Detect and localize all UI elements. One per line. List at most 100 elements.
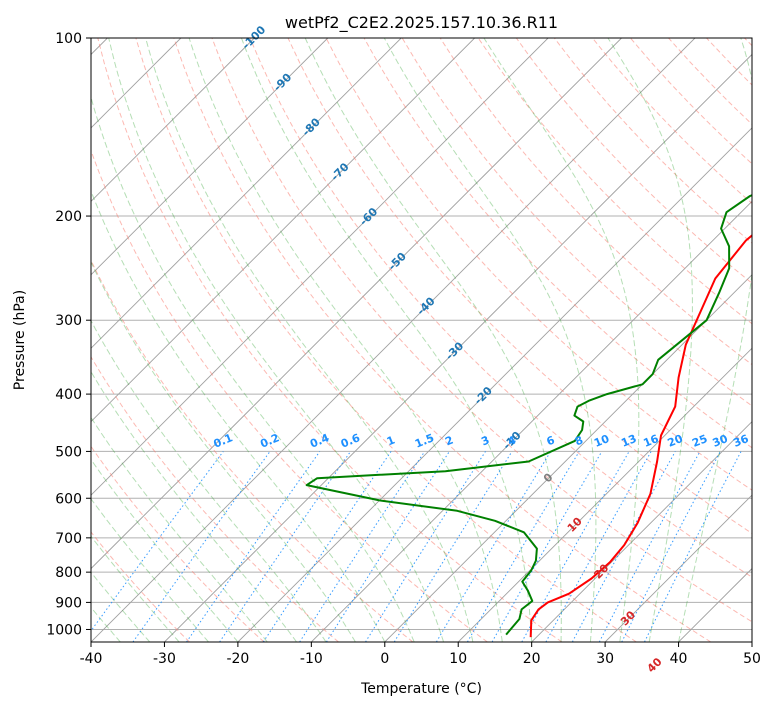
y-tick-label: 700 bbox=[55, 531, 82, 547]
grid-layer bbox=[91, 38, 752, 642]
moist-adiabat-line bbox=[91, 95, 415, 642]
profile-series bbox=[305, 194, 752, 638]
isotherm-line bbox=[604, 494, 752, 642]
dry-adiabat-line bbox=[91, 531, 190, 642]
isotherm-line bbox=[457, 347, 752, 642]
mixing-ratio-line bbox=[186, 451, 321, 642]
moist-adiabat-line bbox=[240, 38, 533, 642]
dry-adiabat-line bbox=[91, 445, 265, 642]
isotherm-line bbox=[91, 38, 329, 276]
chart-title: wetPf2_C2E2.2025.157.10.36.R11 bbox=[285, 13, 558, 33]
mixing-ratio-line bbox=[91, 451, 224, 632]
mixing-ratio-label: 36 bbox=[731, 432, 750, 450]
mixing-ratio-line bbox=[325, 451, 450, 642]
moist-adiabat-line bbox=[91, 370, 297, 642]
dry-adiabat-line bbox=[135, 38, 637, 642]
isotherm-line bbox=[91, 38, 549, 496]
plot-frame bbox=[90, 37, 753, 643]
mixing-ratio-label: 16 bbox=[641, 432, 660, 450]
mixing-ratio-line bbox=[132, 451, 271, 642]
dry-adiabat-line bbox=[325, 38, 752, 491]
x-tick-label: 10 bbox=[449, 651, 467, 667]
x-tick-label: -40 bbox=[80, 651, 103, 667]
x-tick-label: 0 bbox=[380, 651, 389, 667]
mixing-ratio-line bbox=[644, 451, 742, 642]
mixing-ratio-label: 8 bbox=[573, 433, 585, 448]
mixing-ratio-line bbox=[521, 451, 630, 642]
mixing-ratio-label: 20 bbox=[666, 432, 685, 450]
dry-adiabat-line bbox=[515, 38, 752, 284]
x-tick-label: 50 bbox=[743, 651, 761, 667]
dry-adiabat-line bbox=[477, 38, 752, 325]
moist-adiabat-line bbox=[483, 38, 640, 642]
y-tick-label: 600 bbox=[55, 491, 82, 507]
dry-adiabat-line bbox=[91, 355, 339, 642]
dry-adiabat-line bbox=[211, 38, 752, 623]
dry-adiabat-line bbox=[173, 38, 712, 642]
moist-adiabat-line bbox=[91, 416, 268, 642]
temperature-profile bbox=[529, 234, 752, 638]
y-tick-label: 900 bbox=[55, 595, 82, 611]
moist-adiabat-line bbox=[678, 38, 752, 642]
moist-adiabat-line bbox=[91, 458, 239, 642]
dry-adiabat-line bbox=[249, 38, 752, 578]
moist-adiabat-line bbox=[91, 571, 151, 642]
x-tick-label: -30 bbox=[153, 651, 176, 667]
mixing-ratio-line bbox=[393, 451, 513, 642]
mixing-ratio-line bbox=[545, 451, 652, 642]
dry-adiabat-line bbox=[401, 38, 752, 407]
x-axis-ticks: -40 -30 -20 -10 0 10 20 30 40 50 bbox=[80, 642, 761, 667]
moist-adiabat-line bbox=[304, 38, 562, 642]
mixing-ratio-labels: 0.1 0.2 0.4 0.6 1 1.5 2 3 4 6 8 10 13 16 20 25 30 36 bbox=[212, 431, 751, 451]
y-tick-label: 100 bbox=[55, 31, 82, 47]
mixing-ratio-line bbox=[219, 451, 352, 642]
dry-adiabat-line bbox=[91, 259, 414, 642]
mixing-ratio-line bbox=[299, 451, 426, 642]
moist-adiabat-line bbox=[383, 38, 597, 642]
x-tick-label: -20 bbox=[226, 651, 249, 667]
moist-adiabat-line bbox=[145, 38, 474, 642]
mixing-ratio-label: 1 bbox=[385, 434, 397, 449]
mixing-ratio-label: 30 bbox=[711, 432, 730, 450]
isotherm-line bbox=[91, 38, 696, 642]
moist-adiabat-line bbox=[91, 535, 180, 642]
x-tick-label: 20 bbox=[523, 651, 541, 667]
isotherm-line bbox=[531, 421, 752, 642]
x-tick-label: -10 bbox=[300, 651, 323, 667]
isotherm-line bbox=[384, 274, 752, 642]
mixing-ratio-line bbox=[262, 451, 392, 642]
isotherm-line bbox=[91, 38, 475, 423]
mixing-ratio-label: 2 bbox=[443, 433, 455, 448]
y-axis-ticks: 100 200 300 400 500 600 700 800 900 1000 bbox=[46, 31, 91, 638]
dry-adiabat-line bbox=[91, 149, 488, 642]
mixing-ratio-label: 13 bbox=[619, 432, 638, 450]
isotherm-line bbox=[164, 53, 752, 642]
y-tick-label: 300 bbox=[55, 313, 82, 329]
isotherm-line bbox=[91, 38, 255, 202]
y-tick-label: 400 bbox=[55, 387, 82, 403]
moist-adiabat-line bbox=[108, 38, 444, 642]
y-tick-label: 200 bbox=[55, 209, 82, 225]
y-tick-label: 1000 bbox=[46, 622, 82, 638]
mixing-ratio-label: 25 bbox=[690, 432, 709, 450]
x-axis-label: Temperature (°C) bbox=[360, 681, 482, 697]
x-tick-label: 30 bbox=[596, 651, 614, 667]
moist-adiabat-line bbox=[607, 38, 693, 642]
y-tick-label: 800 bbox=[55, 565, 82, 581]
y-axis-label: Pressure (hPa) bbox=[12, 290, 28, 390]
mixing-ratio-label: 10 bbox=[592, 432, 611, 450]
isotherm-line bbox=[91, 38, 402, 349]
mixing-ratio-line bbox=[571, 451, 676, 642]
isotherm-line bbox=[237, 127, 752, 642]
moist-adiabat-line bbox=[91, 497, 209, 642]
y-tick-label: 500 bbox=[55, 444, 82, 460]
dewpoint-profile bbox=[305, 194, 752, 636]
mixing-ratio-label: 3 bbox=[479, 433, 491, 448]
dry-adiabat-line bbox=[97, 38, 563, 642]
moist-adiabat-line bbox=[91, 189, 386, 642]
isotherm-line bbox=[91, 38, 622, 570]
moist-adiabat-line bbox=[91, 319, 327, 642]
x-tick-label: 40 bbox=[670, 651, 688, 667]
